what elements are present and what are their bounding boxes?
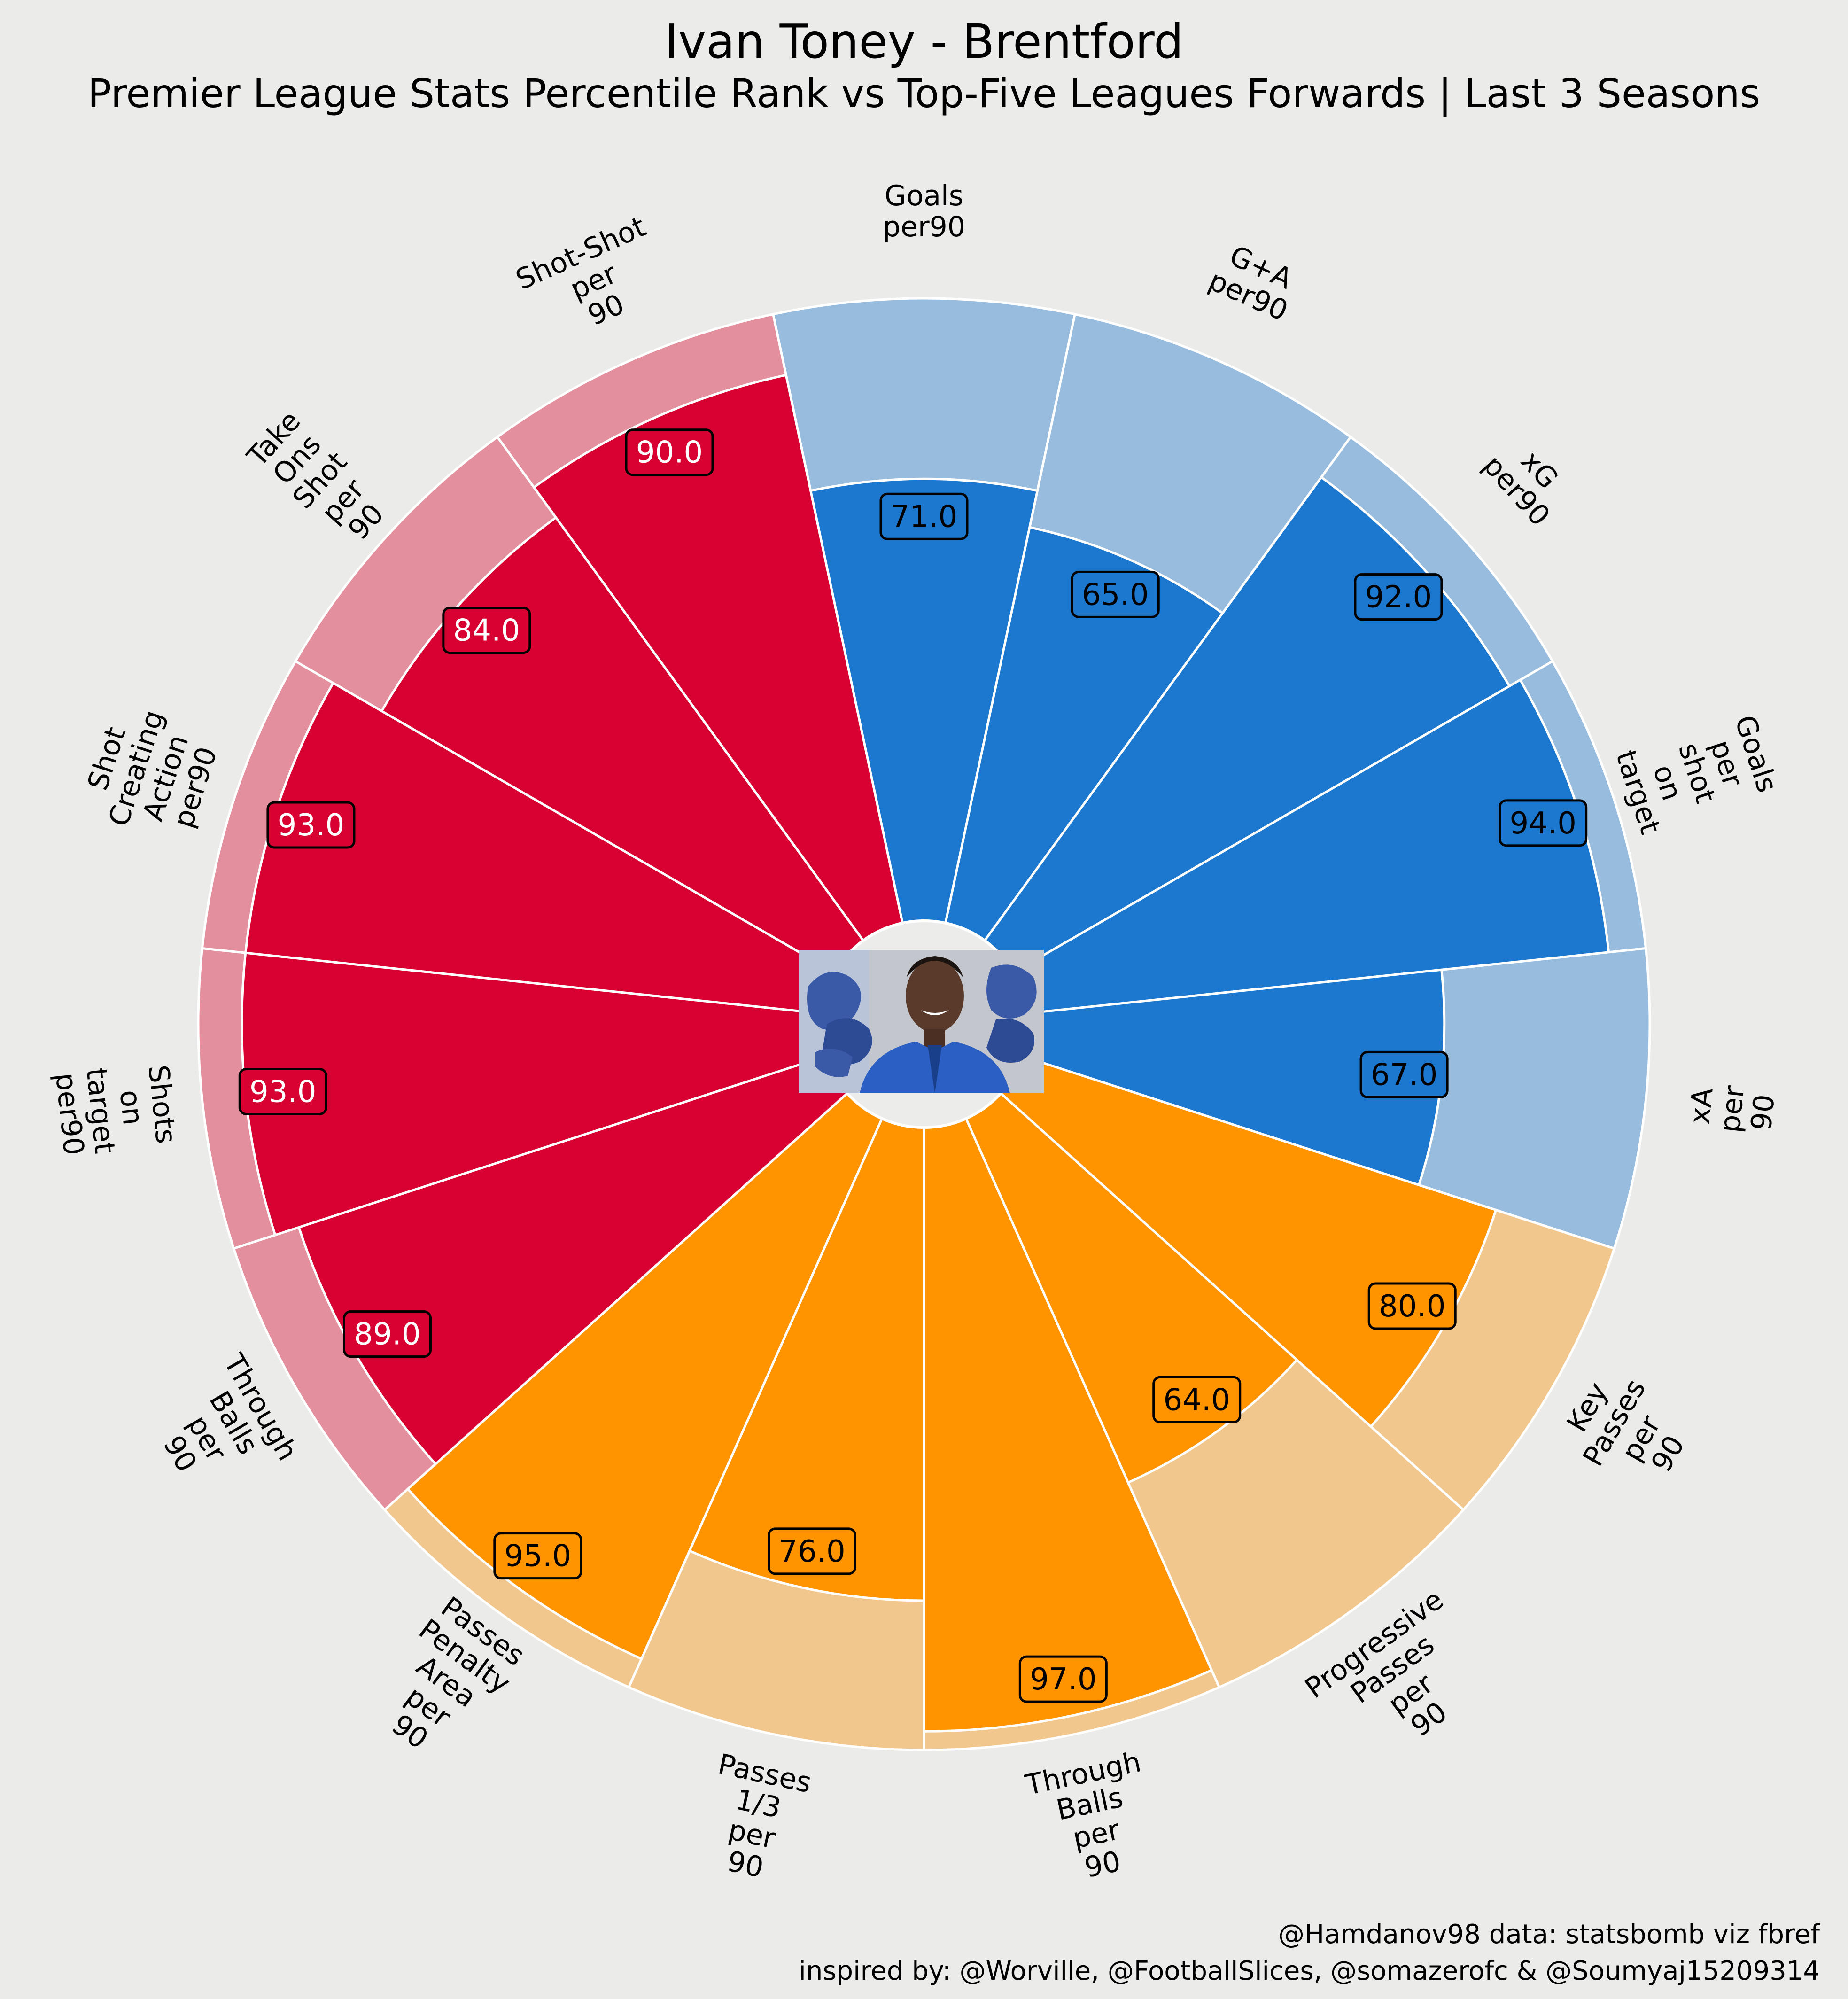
- svg-text:71.0: 71.0: [891, 499, 958, 534]
- category-label: ShotCreatingActionper90: [73, 697, 230, 850]
- value-label: 97.0: [1018, 1655, 1108, 1703]
- svg-text:76.0: 76.0: [778, 1534, 846, 1569]
- svg-text:90.0: 90.0: [636, 436, 703, 470]
- value-label: 67.0: [1359, 1050, 1449, 1098]
- player-photo: [799, 950, 1044, 1093]
- category-label: xGper90: [1476, 428, 1579, 533]
- svg-text:93.0: 93.0: [249, 1074, 317, 1109]
- value-label: 71.0: [879, 492, 969, 540]
- category-label: Goalspershotontarget: [1609, 708, 1785, 838]
- credits: @Hamdanov98 data: statsbomb viz fbref in…: [799, 1916, 1820, 1990]
- value-label: 84.0: [442, 607, 531, 654]
- chart-title: Ivan Toney - Brentford: [664, 14, 1184, 69]
- svg-text:95.0: 95.0: [505, 1539, 572, 1574]
- category-label: Goals per90: [883, 179, 965, 243]
- svg-text:67.0: 67.0: [1371, 1058, 1438, 1092]
- credit-line-1: @Hamdanov98 data: statsbomb viz fbref: [1278, 1919, 1820, 1950]
- value-label: 64.0: [1152, 1376, 1242, 1423]
- svg-text:89.0: 89.0: [354, 1317, 421, 1352]
- svg-text:65.0: 65.0: [1082, 577, 1149, 612]
- value-label: 93.0: [238, 1067, 327, 1115]
- category-label: xAper90: [1683, 1081, 1782, 1137]
- value-label: 89.0: [342, 1310, 432, 1358]
- svg-text:93.0: 93.0: [278, 808, 345, 843]
- value-bars: [241, 373, 1610, 1733]
- credit-line-2: inspired by: @Worville, @FootballSlices,…: [799, 1956, 1820, 1986]
- category-label: Shotsontargetper90: [49, 1060, 183, 1158]
- category-label: KeyPassesper90: [1550, 1358, 1706, 1503]
- svg-text:97.0: 97.0: [1030, 1662, 1097, 1697]
- svg-text:92.0: 92.0: [1365, 580, 1432, 615]
- value-label: 90.0: [625, 428, 714, 476]
- category-label: G+Aper90: [1204, 236, 1305, 328]
- chart-subtitle: Premier League Stats Percentile Rank vs …: [87, 70, 1761, 117]
- value-label: 80.0: [1367, 1282, 1457, 1330]
- category-label: Passes1/3per90: [696, 1748, 814, 1890]
- category-label: Shot-Shotper90: [511, 210, 676, 353]
- svg-text:94.0: 94.0: [1509, 806, 1576, 841]
- value-label: 95.0: [493, 1532, 582, 1580]
- value-label: 92.0: [1354, 573, 1443, 621]
- value-label: 94.0: [1499, 799, 1588, 847]
- value-labels: 71.0 65.0 92.0 94.0 67.0 80.0 64.0 97.0 76.0 95.0…: [238, 428, 1588, 1703]
- category-label: ThroughBallsper90: [136, 1348, 304, 1512]
- category-label: ThroughBallsper90: [1022, 1745, 1163, 1893]
- value-label: 93.0: [266, 801, 356, 849]
- category-label: TakeOnsShotper90: [241, 404, 400, 557]
- svg-text:84.0: 84.0: [453, 614, 520, 648]
- svg-text:80.0: 80.0: [1379, 1289, 1446, 1324]
- center-photo: [799, 919, 1044, 1129]
- svg-text:64.0: 64.0: [1163, 1383, 1230, 1417]
- value-label: 76.0: [768, 1527, 857, 1575]
- value-label: 65.0: [1071, 570, 1160, 618]
